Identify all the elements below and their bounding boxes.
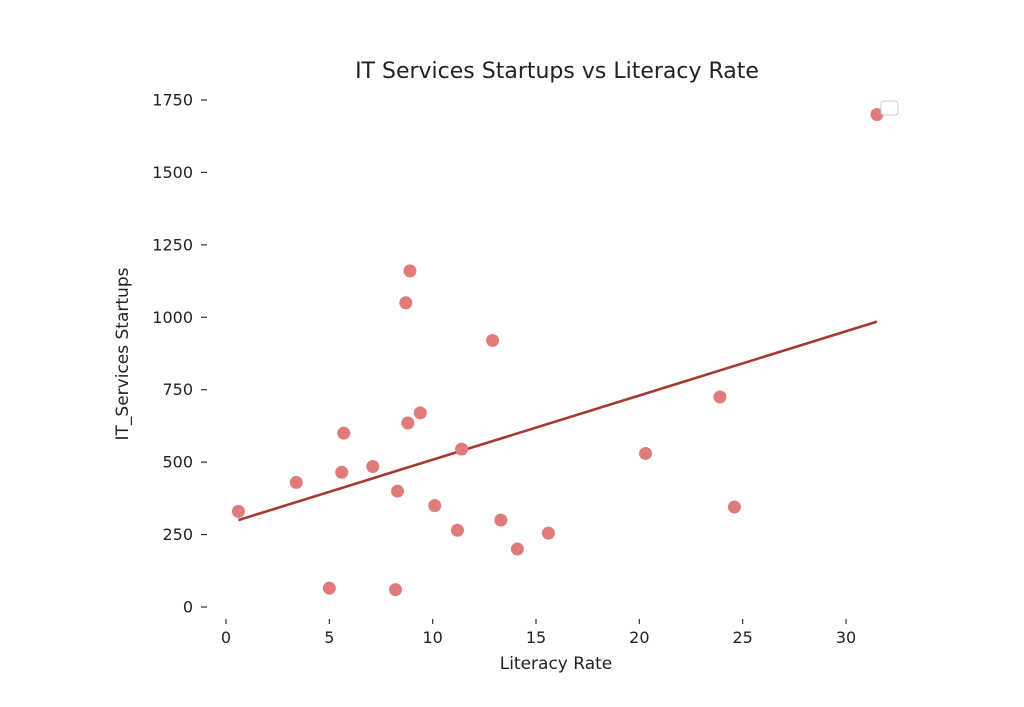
y-tick-label: 1000 [152,308,193,327]
y-tick-label: 0 [183,598,193,617]
data-point [727,500,741,514]
data-point [391,484,405,498]
y-tick-label: 1250 [152,235,193,254]
data-point [455,442,469,456]
x-tick-label: 20 [629,628,649,647]
data-point [289,475,303,489]
data-point [335,465,349,479]
data-point [541,526,555,540]
y-axis-ticks: 0 250 500 750 1000 1250 1500 1750 [152,91,207,617]
x-tick-label: 5 [324,628,334,647]
data-point [713,390,727,404]
x-axis-ticks: 0 5 10 15 20 25 30 [221,619,856,647]
scatter-points [231,107,884,597]
data-point [450,523,464,537]
y-tick-label: 250 [162,525,193,544]
data-point [366,459,380,473]
data-point [870,107,884,121]
data-point [388,583,402,597]
data-point [401,416,415,430]
data-point [494,513,508,527]
x-axis-label: Literacy Rate [500,654,613,674]
data-point [399,296,413,310]
data-point [231,504,245,518]
legend-box [880,100,899,116]
trend-line [238,320,878,522]
y-tick-label: 1500 [152,163,193,182]
data-point [639,446,653,460]
chart-title: IT Services Startups vs Literacy Rate [355,59,759,84]
x-tick-label: 30 [836,628,856,647]
y-axis-label: IT_Services Startups [113,267,133,440]
data-point [413,406,427,420]
data-point [322,581,336,595]
x-tick-label: 0 [221,628,231,647]
x-tick-label: 25 [732,628,752,647]
data-point [510,542,524,556]
data-point [486,333,500,347]
x-tick-label: 10 [422,628,442,647]
data-point [403,264,417,278]
y-tick-label: 500 [162,453,193,472]
trend-line-layer [238,320,878,522]
y-tick-label: 750 [162,380,193,399]
data-point [337,426,351,440]
y-tick-label: 1750 [152,91,193,110]
x-tick-label: 15 [526,628,546,647]
data-point [428,499,442,513]
